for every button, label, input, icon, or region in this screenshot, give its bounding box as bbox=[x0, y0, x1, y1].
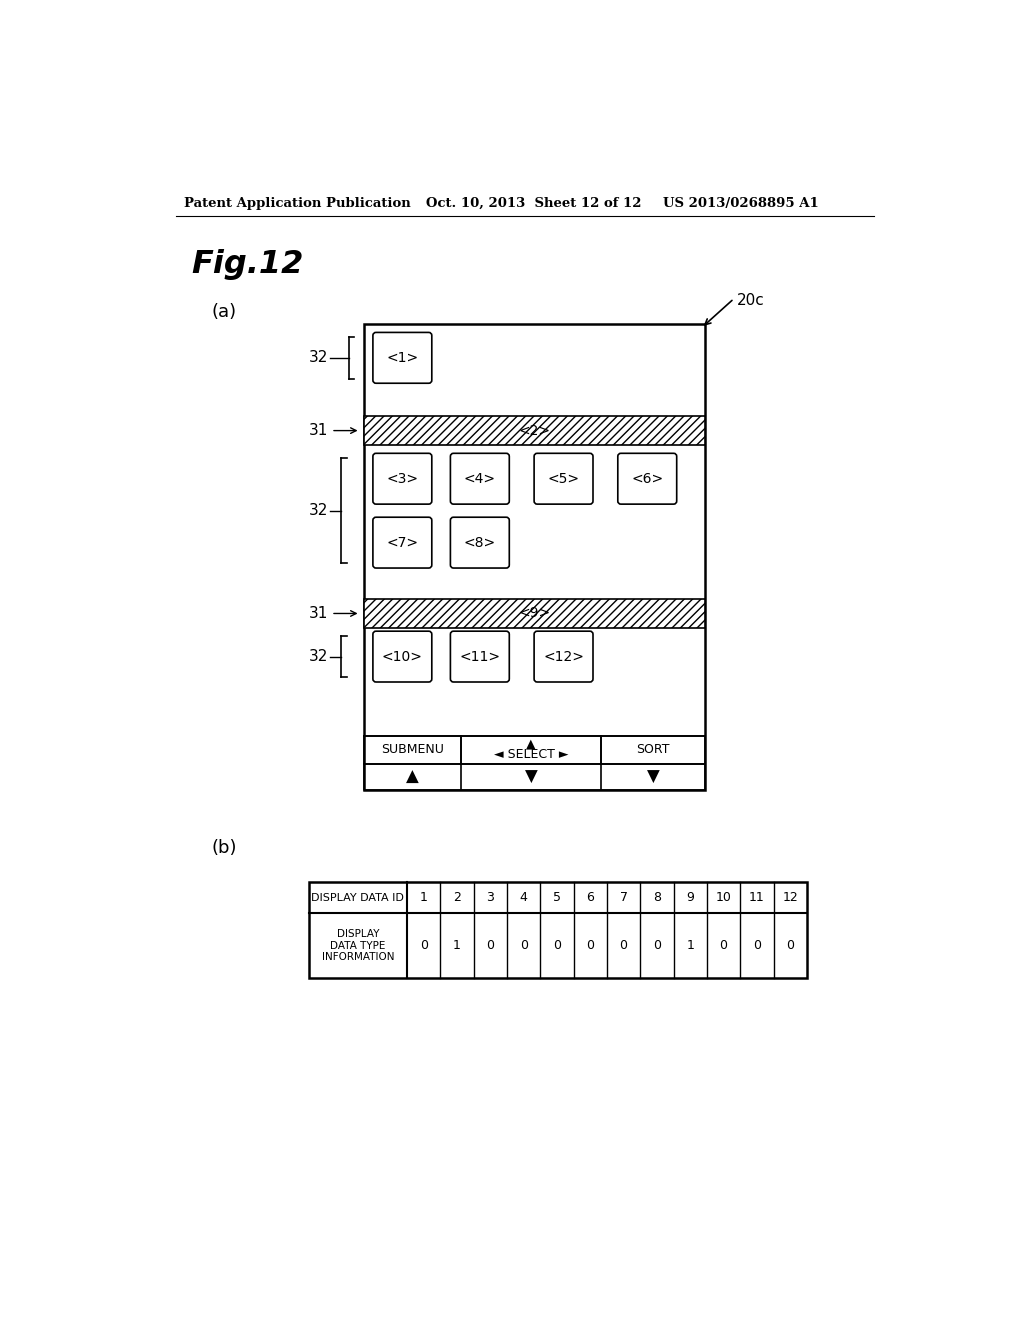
Text: 0: 0 bbox=[653, 940, 660, 952]
Text: DISPLAY
DATA TYPE
INFORMATION: DISPLAY DATA TYPE INFORMATION bbox=[322, 929, 394, 962]
Text: 7: 7 bbox=[620, 891, 628, 904]
Text: 1: 1 bbox=[453, 940, 461, 952]
Text: <12>: <12> bbox=[543, 649, 584, 664]
Text: <2>: <2> bbox=[519, 424, 551, 438]
FancyBboxPatch shape bbox=[535, 453, 593, 504]
Text: 20c: 20c bbox=[736, 293, 764, 309]
Text: ▼: ▼ bbox=[647, 768, 659, 785]
Text: 31: 31 bbox=[308, 424, 328, 438]
Text: 1: 1 bbox=[420, 891, 428, 904]
Text: 32: 32 bbox=[308, 649, 328, 664]
Text: 3: 3 bbox=[486, 891, 495, 904]
Text: 0: 0 bbox=[720, 940, 728, 952]
Text: Oct. 10, 2013  Sheet 12 of 12: Oct. 10, 2013 Sheet 12 of 12 bbox=[426, 197, 642, 210]
Text: Patent Application Publication: Patent Application Publication bbox=[183, 197, 411, 210]
Text: <4>: <4> bbox=[464, 471, 496, 486]
Bar bbox=[365, 416, 706, 445]
Text: 32: 32 bbox=[308, 503, 328, 519]
Text: 0: 0 bbox=[620, 940, 628, 952]
FancyBboxPatch shape bbox=[451, 631, 509, 682]
FancyBboxPatch shape bbox=[373, 517, 432, 568]
Text: 9: 9 bbox=[686, 891, 694, 904]
FancyBboxPatch shape bbox=[617, 453, 677, 504]
Text: 0: 0 bbox=[587, 940, 594, 952]
Text: ▲: ▲ bbox=[407, 768, 419, 785]
Text: SUBMENU: SUBMENU bbox=[381, 743, 444, 756]
Text: 0: 0 bbox=[486, 940, 495, 952]
Text: 6: 6 bbox=[587, 891, 594, 904]
Text: ▼: ▼ bbox=[524, 768, 538, 785]
Text: 0: 0 bbox=[786, 940, 795, 952]
Bar bbox=[365, 323, 706, 789]
Bar bbox=[308, 882, 807, 978]
Text: 2: 2 bbox=[453, 891, 461, 904]
FancyBboxPatch shape bbox=[535, 631, 593, 682]
Text: (a): (a) bbox=[212, 304, 237, 321]
Text: 31: 31 bbox=[308, 606, 328, 620]
Text: 5: 5 bbox=[553, 891, 561, 904]
FancyBboxPatch shape bbox=[373, 453, 432, 504]
Text: <7>: <7> bbox=[386, 536, 419, 549]
Text: 11: 11 bbox=[749, 891, 765, 904]
FancyBboxPatch shape bbox=[451, 517, 509, 568]
Text: 0: 0 bbox=[553, 940, 561, 952]
Text: <6>: <6> bbox=[631, 471, 664, 486]
Text: (b): (b) bbox=[212, 838, 238, 857]
Text: 12: 12 bbox=[782, 891, 798, 904]
Text: <5>: <5> bbox=[548, 471, 580, 486]
Bar bbox=[365, 599, 706, 628]
Text: <10>: <10> bbox=[382, 649, 423, 664]
Text: 8: 8 bbox=[653, 891, 660, 904]
Text: ▲: ▲ bbox=[526, 737, 536, 750]
Text: SORT: SORT bbox=[636, 743, 670, 756]
Text: 1: 1 bbox=[686, 940, 694, 952]
Text: 4: 4 bbox=[520, 891, 527, 904]
Text: <3>: <3> bbox=[386, 471, 419, 486]
Text: <1>: <1> bbox=[386, 351, 419, 364]
Text: 0: 0 bbox=[519, 940, 527, 952]
Text: DISPLAY DATA ID: DISPLAY DATA ID bbox=[311, 892, 404, 903]
Text: Fig.12: Fig.12 bbox=[191, 249, 304, 280]
FancyBboxPatch shape bbox=[373, 333, 432, 383]
Text: <11>: <11> bbox=[460, 649, 501, 664]
Text: <9>: <9> bbox=[519, 606, 551, 620]
Text: <8>: <8> bbox=[464, 536, 496, 549]
Text: 0: 0 bbox=[753, 940, 761, 952]
FancyBboxPatch shape bbox=[451, 453, 509, 504]
Text: 10: 10 bbox=[716, 891, 731, 904]
Text: US 2013/0268895 A1: US 2013/0268895 A1 bbox=[663, 197, 818, 210]
Text: ◄ SELECT ►: ◄ SELECT ► bbox=[494, 748, 568, 760]
Text: 32: 32 bbox=[308, 350, 328, 366]
Text: 0: 0 bbox=[420, 940, 428, 952]
FancyBboxPatch shape bbox=[373, 631, 432, 682]
